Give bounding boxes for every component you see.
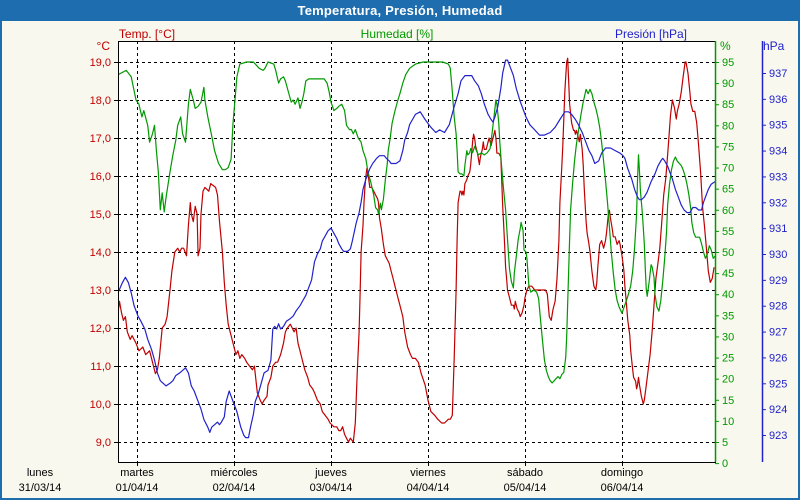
svg-text:04/04/14: 04/04/14 xyxy=(407,482,450,494)
humidity-axis-ticks: 0 5 10 15 20 25 30 35 40 45 50 55 60 65 70 75 80 85 90 95 xyxy=(715,57,734,470)
svg-text:20: 20 xyxy=(722,374,734,386)
gridlines xyxy=(118,41,715,462)
temp-axis-ticks: 9,0 10,0 11,0 12,0 13,0 14,0 15,0 16,0 17,0 18,0 1… xyxy=(90,57,118,449)
svg-text:01/04/14: 01/04/14 xyxy=(116,482,159,494)
series-humidity xyxy=(118,61,715,384)
svg-text:15: 15 xyxy=(722,395,734,407)
svg-text:13,0: 13,0 xyxy=(90,285,111,297)
svg-text:933: 933 xyxy=(769,171,787,183)
svg-text:miércoles: miércoles xyxy=(210,467,258,479)
temp-axis-unit-label: °C xyxy=(96,39,110,53)
svg-text:80: 80 xyxy=(722,120,734,132)
svg-text:65: 65 xyxy=(722,184,734,196)
svg-text:19,0: 19,0 xyxy=(90,57,111,69)
svg-text:70: 70 xyxy=(722,163,734,175)
svg-text:935: 935 xyxy=(769,120,787,132)
svg-text:03/04/14: 03/04/14 xyxy=(310,482,353,494)
svg-text:927: 927 xyxy=(769,327,787,339)
svg-text:55: 55 xyxy=(722,226,734,238)
svg-text:936: 936 xyxy=(769,94,787,106)
svg-text:925: 925 xyxy=(769,378,787,390)
svg-text:02/04/14: 02/04/14 xyxy=(213,482,256,494)
svg-text:923: 923 xyxy=(769,430,787,442)
svg-text:934: 934 xyxy=(769,146,787,158)
svg-text:jueves: jueves xyxy=(314,467,347,479)
svg-text:05/04/14: 05/04/14 xyxy=(504,482,547,494)
svg-text:930: 930 xyxy=(769,249,787,261)
legend-temperature: Temp. [°C] xyxy=(118,27,176,41)
svg-text:25: 25 xyxy=(722,353,734,365)
legend-pressure: Presión [hPa] xyxy=(614,27,688,41)
svg-text:75: 75 xyxy=(722,141,734,153)
svg-text:45: 45 xyxy=(722,268,734,280)
series-temperature xyxy=(118,57,715,443)
svg-text:9,0: 9,0 xyxy=(96,437,111,449)
legend-humidity: Humedad [%] xyxy=(360,27,434,41)
svg-text:18,0: 18,0 xyxy=(90,95,111,107)
svg-text:martes: martes xyxy=(120,467,154,479)
svg-text:17,0: 17,0 xyxy=(90,133,111,145)
svg-text:95: 95 xyxy=(722,57,734,69)
svg-text:domingo: domingo xyxy=(601,467,643,479)
svg-text:viernes: viernes xyxy=(410,467,446,479)
pressure-axis-unit-label: hPa xyxy=(763,39,785,53)
window-title: Temperatura, Presión, Humedad xyxy=(0,0,800,21)
svg-text:35: 35 xyxy=(722,310,734,322)
series-pressure xyxy=(118,59,715,439)
x-axis-day-labels: lunes 31/03/14 martes 01/04/14 miércoles 02/0… xyxy=(19,462,644,494)
svg-text:0: 0 xyxy=(722,458,728,470)
svg-text:924: 924 xyxy=(769,404,787,416)
pressure-axis-ticks: 923 924 925 926 927 928 929 930 931 932 933 934 935 9… xyxy=(762,68,787,442)
svg-text:5: 5 xyxy=(722,437,728,449)
svg-text:10: 10 xyxy=(722,416,734,428)
svg-text:60: 60 xyxy=(722,205,734,217)
svg-text:sábado: sábado xyxy=(507,467,543,479)
svg-text:40: 40 xyxy=(722,289,734,301)
svg-text:85: 85 xyxy=(722,99,734,111)
svg-text:926: 926 xyxy=(769,352,787,364)
window-frame xyxy=(0,21,800,500)
svg-text:90: 90 xyxy=(722,78,734,90)
svg-text:31/03/14: 31/03/14 xyxy=(19,482,62,494)
svg-text:15,0: 15,0 xyxy=(90,209,111,221)
svg-text:12,0: 12,0 xyxy=(90,323,111,335)
svg-text:16,0: 16,0 xyxy=(90,171,111,183)
svg-text:10,0: 10,0 xyxy=(90,399,111,411)
svg-text:lunes: lunes xyxy=(27,467,54,479)
svg-text:929: 929 xyxy=(769,275,787,287)
plot-background xyxy=(118,41,715,462)
svg-text:06/04/14: 06/04/14 xyxy=(601,482,644,494)
svg-text:11,0: 11,0 xyxy=(90,361,111,373)
svg-text:50: 50 xyxy=(722,247,734,259)
humidity-axis-unit-label: % xyxy=(720,39,731,53)
svg-text:932: 932 xyxy=(769,197,787,209)
svg-text:937: 937 xyxy=(769,68,787,80)
svg-text:14,0: 14,0 xyxy=(90,247,111,259)
svg-text:931: 931 xyxy=(769,223,787,235)
svg-text:928: 928 xyxy=(769,301,787,313)
svg-text:30: 30 xyxy=(722,331,734,343)
